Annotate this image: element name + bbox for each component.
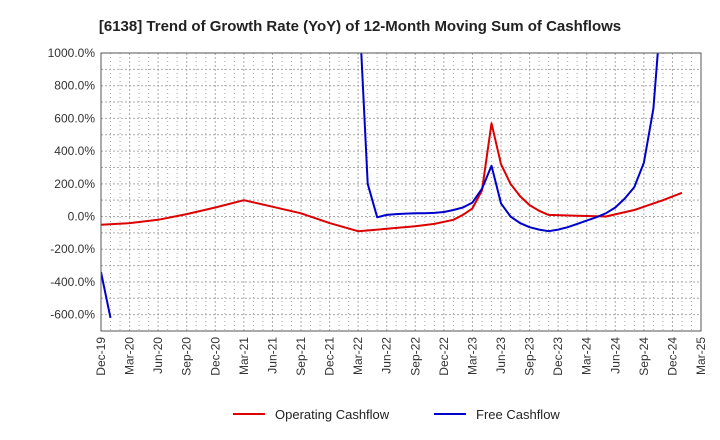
legend-label: Free Cashflow	[476, 407, 560, 422]
y-tick-label: 0.0%	[68, 210, 96, 224]
x-tick-label: Jun-22	[380, 337, 394, 374]
x-tick-label: Dec-20	[208, 337, 222, 376]
legend: Operating Cashflow Free Cashflow	[233, 407, 560, 422]
y-tick-label: 1000.0%	[48, 46, 96, 60]
x-tick-label: Dec-23	[551, 337, 565, 376]
x-tick-label: Jun-21	[265, 337, 279, 374]
x-tick-label: Sep-24	[637, 337, 651, 376]
y-tick-label: -200.0%	[50, 242, 95, 256]
y-tick-labels: 1000.0% 800.0% 600.0% 400.0% 200.0% 0.0% -200.…	[48, 46, 96, 322]
x-tick-label: Mar-20	[123, 337, 137, 375]
x-tick-label: Mar-25	[694, 337, 708, 375]
y-tick-label: -400.0%	[50, 275, 95, 289]
x-tick-label: Dec-19	[94, 337, 108, 376]
chart-title: [6138] Trend of Growth Rate (YoY) of 12-…	[99, 18, 621, 35]
x-tick-label: Sep-22	[408, 337, 422, 376]
y-tick-label: 600.0%	[54, 111, 95, 125]
x-tick-label: Sep-23	[523, 337, 537, 376]
x-tick-label: Mar-22	[351, 337, 365, 375]
y-tick-label: 800.0%	[54, 79, 95, 93]
legend-label: Operating Cashflow	[275, 407, 390, 422]
x-tick-label: Jun-23	[494, 337, 508, 374]
x-tick-label: Jun-20	[151, 337, 165, 374]
x-tick-label: Sep-21	[294, 337, 308, 376]
y-tick-label: 400.0%	[54, 144, 95, 158]
y-tick-label: 200.0%	[54, 177, 95, 191]
grid	[101, 53, 701, 331]
series-layer	[101, 53, 683, 319]
x-tick-label: Dec-21	[323, 337, 337, 376]
x-tick-label: Mar-24	[580, 337, 594, 375]
x-tick-label: Jun-24	[608, 337, 622, 374]
x-tick-label: Dec-22	[437, 337, 451, 376]
plot-frame	[100, 52, 702, 332]
x-tick-labels: Dec-19 Mar-20 Jun-20 Sep-20 Dec-20 Mar-21 Jun-…	[94, 337, 708, 376]
series-line-free-cashflow	[101, 271, 112, 319]
x-tick-label: Sep-20	[180, 337, 194, 376]
x-tick-label: Dec-24	[665, 337, 679, 376]
x-tick-label: Mar-23	[465, 337, 479, 375]
series-line-free-cashflow	[360, 53, 659, 233]
x-tick-label: Mar-21	[237, 337, 251, 375]
series-line-operating-cashflow	[101, 122, 683, 233]
y-tick-label: -600.0%	[50, 308, 95, 322]
